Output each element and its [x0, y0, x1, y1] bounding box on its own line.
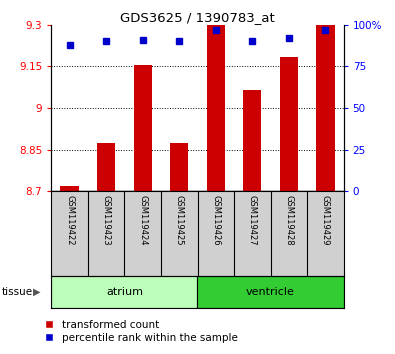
Bar: [134, 65, 152, 191]
Bar: [60, 185, 79, 191]
Bar: [243, 90, 261, 191]
Text: tissue: tissue: [2, 287, 33, 297]
Text: GSM119423: GSM119423: [102, 195, 111, 246]
Text: GSM119426: GSM119426: [211, 195, 220, 246]
Bar: [51, 276, 198, 308]
Text: GSM119424: GSM119424: [138, 195, 147, 246]
Text: atrium: atrium: [106, 287, 143, 297]
Text: GSM119428: GSM119428: [284, 195, 293, 246]
Bar: [316, 25, 335, 191]
Text: ▶: ▶: [33, 287, 40, 297]
Bar: [207, 25, 225, 191]
Text: GSM119422: GSM119422: [65, 195, 74, 246]
Bar: [198, 276, 344, 308]
Text: GSM119429: GSM119429: [321, 195, 330, 246]
Title: GDS3625 / 1390783_at: GDS3625 / 1390783_at: [120, 11, 275, 24]
Bar: [97, 143, 115, 191]
Legend: transformed count, percentile rank within the sample: transformed count, percentile rank withi…: [41, 315, 242, 347]
Bar: [280, 57, 298, 191]
Bar: [170, 143, 188, 191]
Text: GSM119427: GSM119427: [248, 195, 257, 246]
Text: ventricle: ventricle: [246, 287, 295, 297]
Text: GSM119425: GSM119425: [175, 195, 184, 246]
